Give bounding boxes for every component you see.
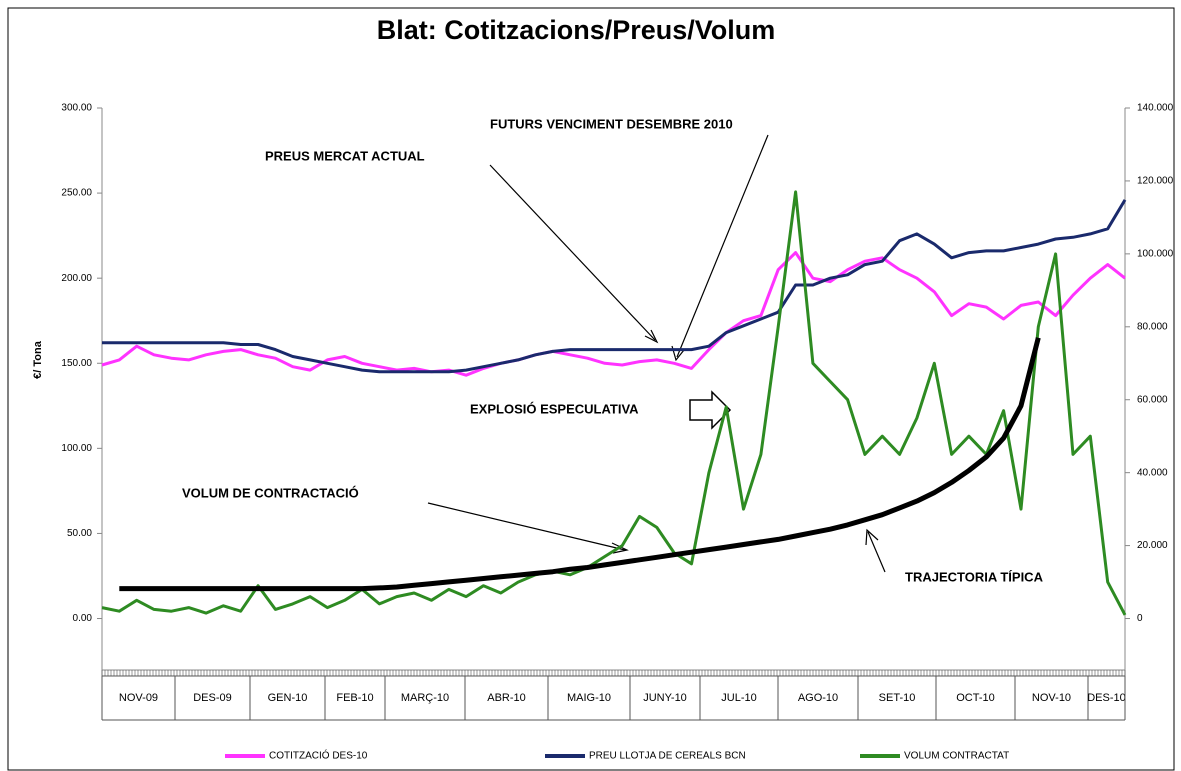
- y2-tick-label: 40.000: [1137, 467, 1168, 478]
- x-tick-label: JUL-10: [721, 692, 756, 704]
- y-tick-label: 300.00: [61, 103, 92, 114]
- legend-label: VOLUM CONTRACTAT: [904, 751, 1009, 762]
- annotation: PREUS MERCAT ACTUAL: [265, 148, 425, 163]
- frame: [7, 7, 1175, 771]
- y2-tick-label: 60.000: [1137, 394, 1168, 405]
- arrows: [427, 134, 886, 573]
- annotation: TRAJECTORIA TÍPICA: [905, 569, 1044, 584]
- x-tick-label: OCT-10: [956, 692, 995, 704]
- y-tick-label: 200.00: [61, 273, 92, 284]
- y-tick-label: 250.00: [61, 188, 92, 199]
- x-tick-label: NOV-09: [119, 692, 158, 704]
- x-tick-label: SET-10: [879, 692, 916, 704]
- annotation: VOLUM DE CONTRACTACIÓ: [182, 485, 359, 500]
- y2-tick-label: 100.000: [1137, 249, 1174, 260]
- annotation: EXPLOSIÓ ESPECULATIVA: [470, 401, 639, 416]
- x-tick-label: FEB-10: [336, 692, 373, 704]
- series-line: [102, 199, 1127, 374]
- x-tick-label: DES-10: [1087, 692, 1126, 704]
- legend-label: COTITZACIÓ DES-10: [269, 749, 368, 762]
- x-tick-label: MARÇ-10: [401, 692, 449, 704]
- y2-tick-label: 120.000: [1137, 176, 1174, 187]
- x-tick-label: JUNY-10: [643, 692, 687, 704]
- trajectory-line: [119, 337, 1041, 592]
- chart-title: Blat: Cotitzacions/Preus/Volum: [377, 15, 776, 45]
- x-tick-label: DES-09: [193, 692, 232, 704]
- x-tick-label: GEN-10: [268, 692, 308, 704]
- series-line: [101, 251, 1126, 377]
- y-axis-label: €/ Tona: [32, 340, 44, 379]
- y-tick-label: 150.00: [61, 358, 92, 369]
- y2-tick-label: 80.000: [1137, 321, 1168, 332]
- annotation: FUTURS VENCIMENT DESEMBRE 2010: [490, 116, 733, 131]
- y-tick-label: 0.00: [73, 613, 93, 624]
- x-tick-label: AGO-10: [798, 692, 838, 704]
- series-line: [101, 190, 1127, 616]
- x-tick-label: ABR-10: [487, 692, 526, 704]
- y2-tick-label: 20.000: [1137, 540, 1168, 551]
- x-tick-label: MAIG-10: [567, 692, 611, 704]
- x-tick-label: NOV-10: [1032, 692, 1071, 704]
- y2-tick-label: 0: [1137, 613, 1143, 624]
- legend-label: PREU LLOTJA DE CEREALS BCN: [589, 751, 746, 762]
- y-tick-label: 50.00: [67, 528, 92, 539]
- y-tick-label: 100.00: [61, 443, 92, 454]
- y2-tick-label: 140.000: [1137, 103, 1174, 114]
